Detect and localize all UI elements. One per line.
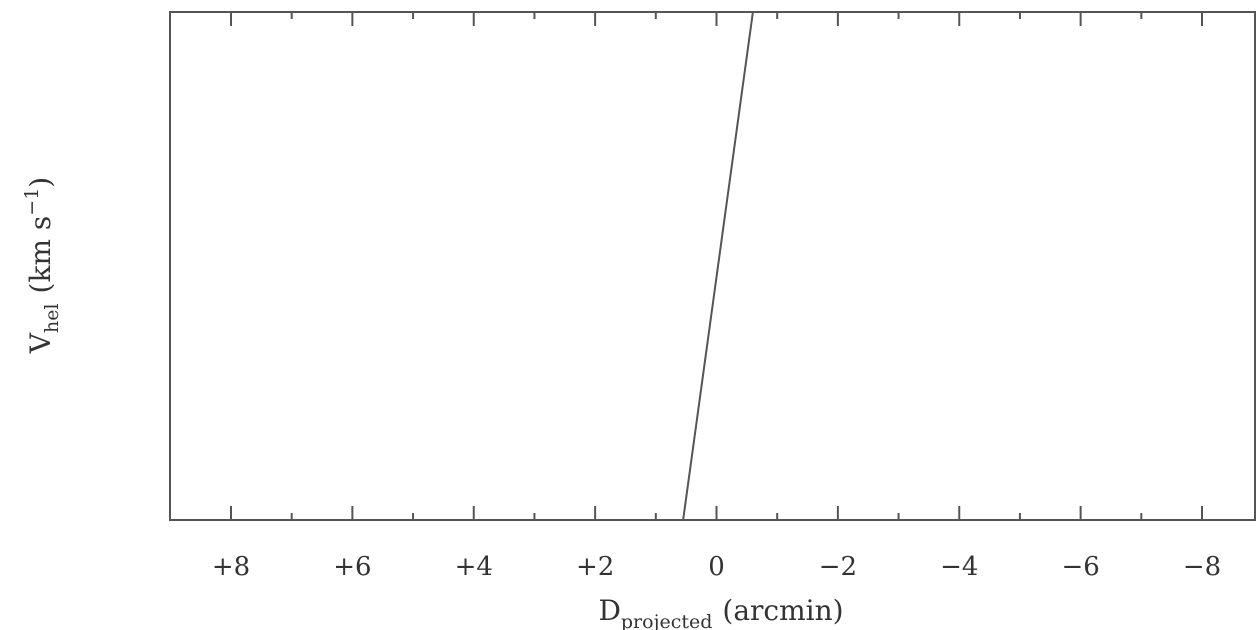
- x-tick-label: +4: [455, 552, 493, 582]
- y-axis-title-main: V: [24, 332, 57, 354]
- x-tick-label: +8: [212, 552, 250, 582]
- x-axis-title: Dprojected (arcmin): [598, 594, 843, 630]
- x-tick-label: −2: [819, 552, 857, 582]
- y-axis-title-sub: hel: [41, 303, 63, 333]
- x-axis-title-main: D: [598, 594, 620, 627]
- x-tick-label: +6: [333, 552, 371, 582]
- x-tick-labels: +8 +6 +4 +2 0 −2 −4 −6 −8: [212, 552, 1221, 582]
- y-axis-title-sup: −1: [21, 188, 43, 216]
- zero-axis-line: [682, 11, 754, 521]
- y-axis-title-unit: (km s: [24, 216, 57, 294]
- x-axis-title-unit: (arcmin): [722, 594, 843, 627]
- x-tick-label: −4: [940, 552, 978, 582]
- x-axis-title-sub: projected: [621, 611, 713, 630]
- y-axis-title-close: ): [24, 177, 57, 188]
- x-tick-label: +2: [576, 552, 614, 582]
- x-tick-label: 0: [708, 552, 725, 582]
- y-axis-title: Vhel (km s−1): [21, 177, 63, 354]
- x-tick-label: −6: [1061, 552, 1099, 582]
- plot-frame: [169, 11, 1256, 521]
- axis-ticks: [230, 12, 1203, 520]
- x-tick-label: −8: [1183, 552, 1221, 582]
